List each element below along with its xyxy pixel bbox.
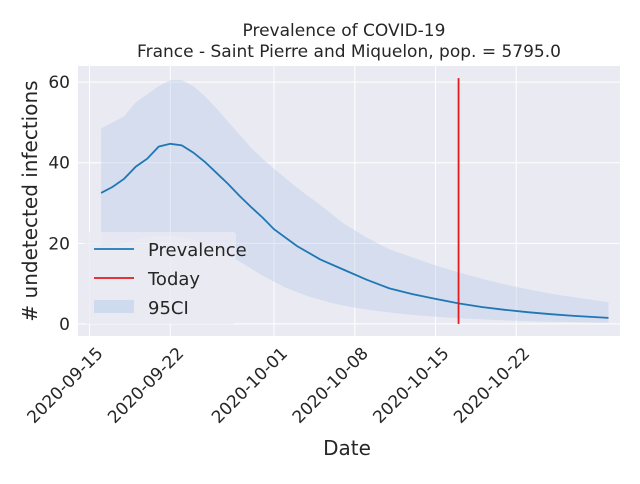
- y-tick-label: 60: [48, 73, 70, 93]
- legend: Prevalence Today 95CI: [84, 232, 247, 324]
- y-axis-label: # undetected infections: [18, 80, 42, 321]
- legend-today-label: Today: [147, 269, 200, 290]
- prevalence-line: [100, 142, 609, 319]
- y-tick-label: 0: [59, 315, 70, 335]
- legend-box: [84, 232, 236, 324]
- legend-95ci-label: 95CI: [148, 298, 189, 319]
- y-tick-label: 40: [48, 154, 70, 174]
- legend-prevalence-label: Prevalence: [148, 240, 247, 261]
- y-tick-label: 20: [48, 234, 70, 254]
- chart-title-line-1: Prevalence of COVID-19: [243, 21, 446, 41]
- y-axis-ticks: 0 20 40 60: [48, 73, 70, 335]
- legend-95ci-swatch: [94, 300, 134, 313]
- ci-band: [101, 80, 609, 323]
- chart-title-line-2: France - Saint Pierre and Miquelon, pop.…: [137, 42, 561, 62]
- x-axis-label: Date: [323, 436, 371, 460]
